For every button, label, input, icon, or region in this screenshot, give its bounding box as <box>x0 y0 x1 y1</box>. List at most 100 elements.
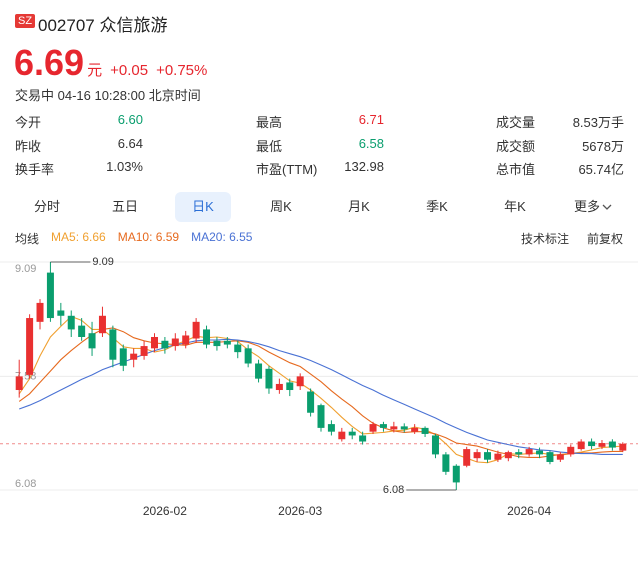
ma-line <box>18 327 623 458</box>
x-tick-label: 2026-04 <box>507 504 551 518</box>
stat-label: 今开 <box>15 115 42 130</box>
stat-value: 5678万 <box>582 139 624 154</box>
stat: 昨收 6.64 <box>15 136 143 155</box>
candle-body <box>286 382 294 391</box>
candle-body <box>546 452 554 462</box>
chart-tool[interactable]: 技术标注 <box>520 232 569 246</box>
stat-value: 6.58 <box>358 136 384 151</box>
period-tab[interactable]: 季K <box>426 199 448 214</box>
candle-body <box>338 431 346 440</box>
candle-body <box>598 443 606 447</box>
candle-body <box>140 346 148 356</box>
period-tabs: 分时 五日 日K 周K 月K 季K 年K 更多 <box>8 192 632 222</box>
candle-body <box>57 310 65 316</box>
candle-body <box>608 441 616 448</box>
market-badge: SZ <box>15 14 36 28</box>
stat-label: 成交量 <box>496 115 536 130</box>
stat-value: 132.98 <box>344 159 384 174</box>
candle-body <box>46 272 54 319</box>
candle-body <box>463 449 471 466</box>
ma-label: 均线 <box>15 232 40 246</box>
stat-value: 65.74亿 <box>578 162 624 177</box>
candle-body <box>577 441 585 450</box>
candle-body <box>192 321 200 339</box>
candle-body <box>525 449 533 455</box>
candle-body <box>15 376 23 391</box>
candle-body <box>36 302 44 322</box>
chart-tool[interactable]: 前复权 <box>586 232 623 246</box>
candle-body <box>255 363 263 379</box>
stat-label: 市盈(TTM) <box>256 162 318 177</box>
x-tick-label: 2026-02 <box>143 504 187 518</box>
stat-value: 8.53万手 <box>572 115 624 130</box>
stat: 最低 6.58 <box>256 136 384 155</box>
candle-body <box>67 315 75 330</box>
candle-body <box>213 340 221 347</box>
period-tab[interactable]: 日K <box>175 192 231 222</box>
y-tick-label: 6.08 <box>15 478 36 490</box>
candle-body <box>203 329 211 345</box>
candle-body <box>317 405 325 428</box>
ma-legend-item: MA5: 6.66 <box>51 230 106 244</box>
high-marker-label: 9.09 <box>92 256 113 268</box>
candle-body <box>536 450 544 455</box>
stock-title: 002707 众信旅游 <box>38 16 168 35</box>
stat: 最高 6.71 <box>256 112 384 131</box>
candle-body <box>556 454 564 460</box>
candle-body <box>26 318 34 375</box>
candle-body <box>504 452 512 459</box>
y-tick-label: 9.09 <box>15 263 36 275</box>
period-tab[interactable]: 更多 <box>554 192 632 222</box>
period-tab[interactable]: 月K <box>348 199 370 214</box>
price-percent: +0.75% <box>156 62 208 79</box>
candle-body <box>234 344 242 353</box>
stat-label: 昨收 <box>15 139 42 154</box>
low-marker-label: 6.08 <box>383 484 404 496</box>
stat-label: 成交额 <box>496 139 536 154</box>
chevron-icon <box>602 204 612 210</box>
stat: 成交量 8.53万手 <box>496 112 624 131</box>
stat: 换手率 1.03% <box>15 159 143 178</box>
candle-body <box>411 427 419 432</box>
candle-body <box>275 383 283 391</box>
price-change: +0.05 <box>110 62 149 79</box>
candle-body <box>244 348 252 364</box>
stat-value: 6.71 <box>358 112 384 127</box>
trade-status: 交易中 04-16 10:28:00 北京时间 <box>15 88 201 103</box>
candle-body <box>307 391 315 413</box>
candle-body <box>182 335 190 345</box>
candle-body <box>400 426 408 430</box>
candle-body <box>348 431 356 436</box>
candle-body <box>369 424 377 432</box>
stat: 总市值 65.74亿 <box>496 159 624 178</box>
candle-body <box>588 441 596 447</box>
period-tab[interactable]: 五日 <box>111 199 138 214</box>
candle-body <box>442 454 450 472</box>
candle-body <box>452 465 460 483</box>
candle-body <box>567 446 575 455</box>
stat: 市盈(TTM) 132.98 <box>256 159 384 178</box>
stat-value: 6.64 <box>117 136 143 151</box>
period-tab[interactable]: 周K <box>270 199 292 214</box>
candle-body <box>473 452 481 459</box>
stat-value: 1.03% <box>106 159 143 174</box>
stat: 成交额 5678万 <box>496 136 624 155</box>
price: 6.69 <box>14 42 85 83</box>
candle-body <box>130 353 138 360</box>
stat-value: 6.60 <box>117 112 143 127</box>
period-tab[interactable]: 分时 <box>33 199 60 214</box>
price-unit: 元 <box>87 62 103 79</box>
candle-body <box>296 376 304 387</box>
stat-label: 换手率 <box>15 162 55 177</box>
candle-body <box>161 340 169 349</box>
candle-body <box>484 452 492 460</box>
candle-body <box>88 333 96 349</box>
period-tab[interactable]: 年K <box>504 199 526 214</box>
candle-body <box>494 453 502 460</box>
stat-label: 最高 <box>256 115 283 130</box>
candle-body <box>150 336 158 349</box>
candle-body <box>421 427 429 434</box>
candle-body <box>390 426 398 430</box>
x-tick-label: 2026-03 <box>278 504 322 518</box>
